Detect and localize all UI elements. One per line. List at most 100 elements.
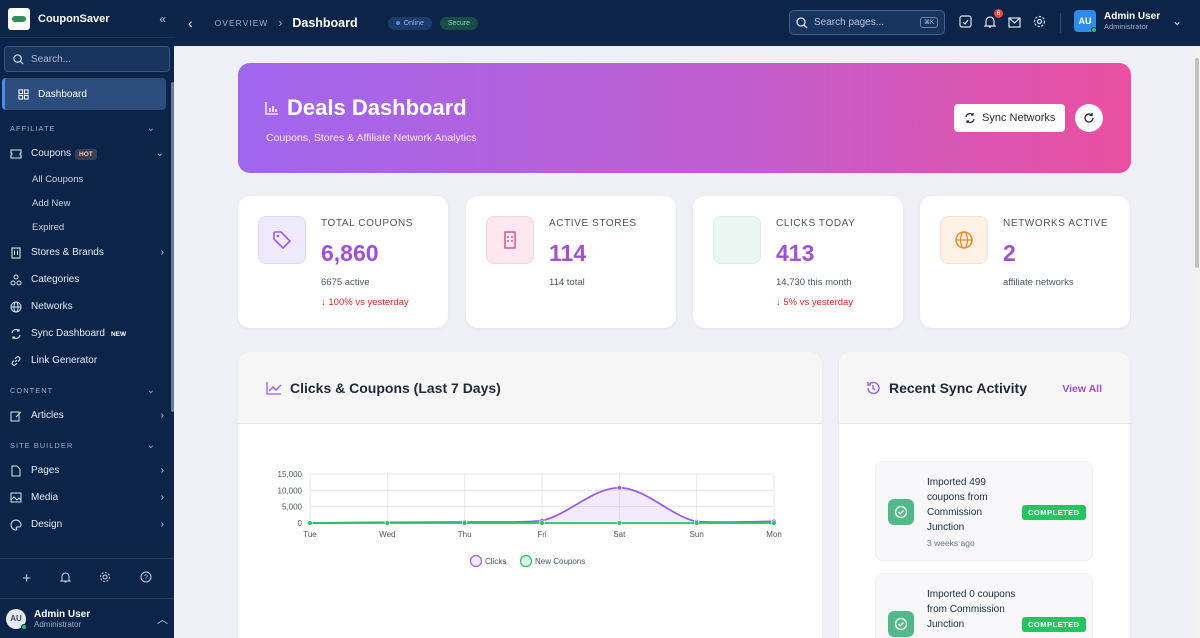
help-icon[interactable]: ? [140, 570, 152, 588]
sidebar-item-networks[interactable]: Networks [0, 293, 174, 320]
status-badge-online: Online [387, 16, 432, 30]
sidebar-item-label: Dashboard [38, 88, 87, 100]
legend-marker[interactable] [519, 554, 533, 568]
y-tick-label: 5,000 [282, 503, 303, 512]
activity-time: 3 weeks ago [927, 538, 975, 548]
stat-value: 6,860 [321, 240, 379, 266]
legend-marker[interactable] [469, 554, 483, 568]
data-point [307, 520, 313, 526]
data-point [694, 520, 700, 526]
sync-icon [10, 328, 22, 340]
grid-icon [17, 88, 29, 100]
user-role: Administrator [1104, 22, 1149, 31]
check-circle-icon [888, 499, 914, 525]
sidebar-search-input[interactable] [31, 53, 151, 65]
stat-subtext: 14,730 this month [776, 277, 852, 288]
chevron-down-icon: ⌄ [1172, 14, 1183, 28]
sidebar-user[interactable]: AU Admin User Administrator ︿ [0, 598, 174, 638]
view-all-link[interactable]: View All [1062, 383, 1102, 395]
back-icon[interactable]: ‹ [188, 15, 193, 31]
sidebar-scrollbar[interactable] [171, 82, 174, 412]
status-badge: COMPLETED [1022, 505, 1086, 520]
chevron-down-icon: ⌄ [146, 122, 156, 134]
plus-icon[interactable]: + [22, 570, 32, 587]
sidebar-item-link-generator[interactable]: Link Generator [0, 347, 174, 374]
bell-icon[interactable] [59, 570, 71, 588]
sidebar-item-stores[interactable]: Stores & Brands › [0, 239, 174, 266]
sidebar-item-categories[interactable]: Categories [0, 266, 174, 293]
section-label: AFFILIATE [10, 123, 56, 133]
x-tick-label: Thu [458, 530, 472, 539]
activity-panel-header: Recent Sync Activity View All [839, 352, 1130, 424]
edit-icon [10, 410, 22, 422]
building-icon [10, 246, 22, 259]
stat-card-networks-active: NETWORKS ACTIVE 2 affiliate networks [920, 196, 1130, 328]
link-icon [10, 355, 22, 367]
stat-label: CLICKS TODAY [776, 218, 856, 229]
ticket-icon [10, 148, 22, 160]
section-content[interactable]: CONTENT ⌄ [0, 378, 174, 402]
sidebar: CouponSaver « Dashboard AFFILIATE ⌄ Coup… [0, 0, 174, 638]
sidebar-item-label: Link Generator [31, 355, 98, 366]
sidebar-subitem-expired[interactable]: Expired [32, 221, 65, 233]
sidebar-search[interactable] [4, 46, 170, 72]
user-menu[interactable]: AU Admin User Administrator ⌄ [1074, 10, 1183, 33]
chart-series-area [310, 487, 774, 523]
sync-networks-button[interactable]: Sync Networks [954, 104, 1066, 132]
activity-item[interactable]: Imported 499 coupons from Commission Jun… [875, 461, 1093, 561]
data-point [616, 520, 622, 526]
sidebar-item-label: Media [31, 492, 59, 503]
collapse-sidebar-icon[interactable]: « [159, 11, 166, 26]
sidebar-item-design[interactable]: Design › [0, 511, 174, 538]
app-name: CouponSaver [38, 12, 110, 25]
sidebar-item-articles[interactable]: Articles › [0, 402, 174, 429]
sidebar-item-media[interactable]: Media › [0, 484, 174, 511]
divider [1060, 13, 1061, 33]
breadcrumb-root[interactable]: OVERVIEW [214, 18, 269, 28]
y-tick-label: 15,000 [278, 470, 303, 479]
x-tick-label: Mon [766, 530, 782, 539]
global-search-input[interactable] [813, 17, 914, 28]
settings-icon[interactable] [1033, 15, 1047, 29]
sidebar-item-coupons[interactable]: Coupons HOT ⌄ [0, 140, 174, 167]
legend-label[interactable]: Clicks [485, 557, 506, 566]
stat-subtext: affiliate networks [1003, 277, 1074, 288]
activity-item[interactable]: Imported 0 coupons from Commission Junct… [875, 573, 1093, 638]
app-logo [8, 7, 30, 30]
x-tick-label: Wed [379, 530, 395, 539]
chart-legend[interactable]: Clicks New Coupons [469, 554, 586, 568]
stat-value: 413 [776, 240, 815, 266]
section-site-builder[interactable]: SITE BUILDER ⌄ [0, 433, 174, 457]
check-circle-icon [888, 611, 914, 637]
gear-icon[interactable] [99, 570, 111, 588]
chevron-right-icon: › [160, 465, 164, 476]
section-affiliate[interactable]: AFFILIATE ⌄ [0, 116, 174, 140]
activity-text: Imported 0 coupons from Commission Junct… [927, 589, 1016, 630]
stat-subtext: 6675 active [321, 277, 370, 288]
avatar: AU [1074, 10, 1097, 33]
history-icon [867, 381, 880, 395]
user-role: Administrator [34, 619, 82, 629]
svg-text:?: ? [144, 574, 148, 581]
mail-icon[interactable] [1008, 15, 1022, 29]
sidebar-item-dashboard[interactable]: Dashboard [2, 78, 166, 110]
sidebar-item-pages[interactable]: Pages › [0, 457, 174, 484]
legend-label[interactable]: New Coupons [535, 557, 585, 566]
notifications-bell-icon[interactable]: 6 [983, 9, 1003, 29]
sidebar-subitem-all-coupons[interactable]: All Coupons [32, 173, 84, 185]
status-badge: COMPLETED [1022, 617, 1086, 632]
chevron-right-icon: › [160, 492, 164, 503]
refresh-button[interactable] [1075, 104, 1103, 132]
checkbox-icon[interactable] [959, 15, 973, 29]
sidebar-item-sync-dashboard[interactable]: Sync Dashboard NEW [0, 320, 174, 347]
global-search[interactable]: ⌘K [789, 10, 945, 35]
chart-panel-header: Clicks & Coupons (Last 7 Days) [238, 352, 822, 424]
series-fill [310, 487, 774, 523]
user-name: Admin User [34, 608, 91, 620]
data-point [771, 520, 777, 526]
search-icon [13, 53, 24, 65]
page-scrollbar[interactable] [1194, 46, 1200, 638]
sidebar-subitem-add-new[interactable]: Add New [32, 197, 71, 209]
chevron-down-icon: ⌄ [155, 148, 164, 159]
